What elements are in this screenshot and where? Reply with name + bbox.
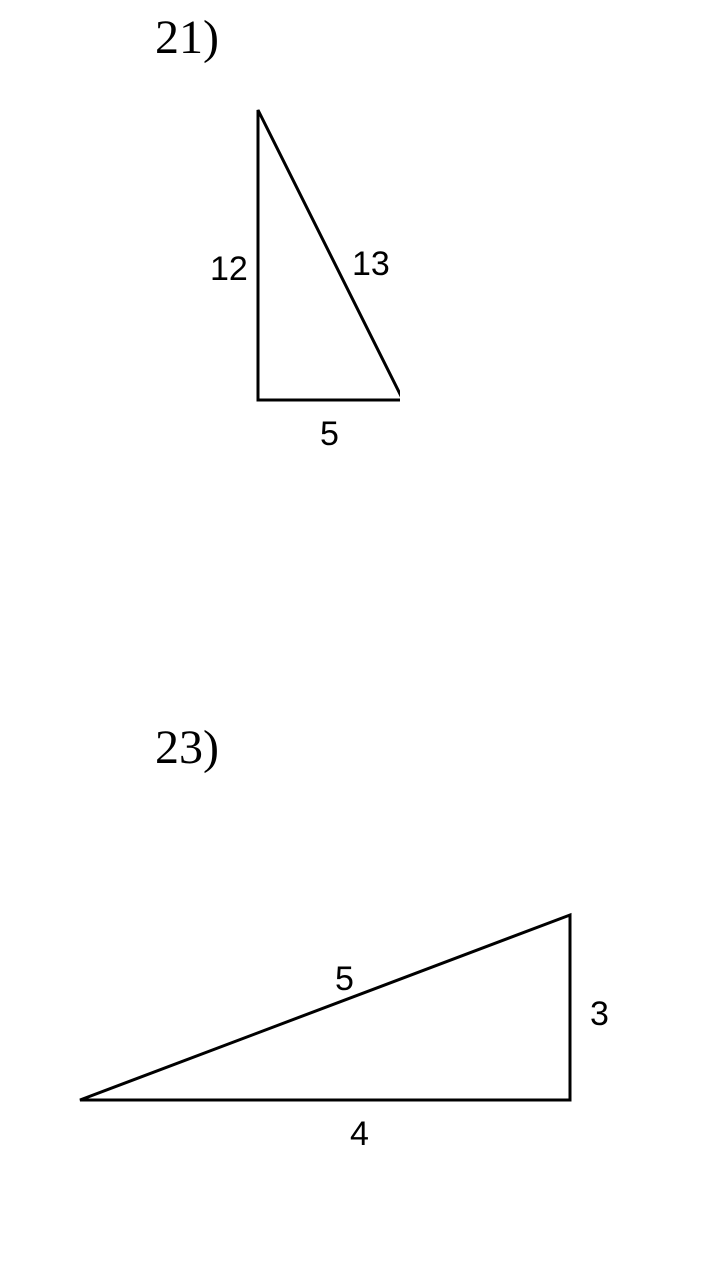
triangle-21: 12 13 5 (120, 100, 400, 440)
side-label-5b: 5 (335, 960, 354, 999)
triangle-23: 5 3 4 (70, 800, 630, 1140)
side-label-5: 5 (320, 415, 339, 454)
side-label-4: 4 (350, 1115, 369, 1154)
problem-number-23: 23) (155, 720, 219, 775)
side-label-3: 3 (590, 995, 609, 1034)
side-label-13: 13 (352, 245, 390, 284)
triangle-23-shape (80, 915, 570, 1100)
side-label-12: 12 (210, 250, 248, 289)
problem-number-21: 21) (155, 10, 219, 65)
problem-23: 23) (155, 720, 219, 775)
problem-21: 21) (155, 10, 219, 65)
